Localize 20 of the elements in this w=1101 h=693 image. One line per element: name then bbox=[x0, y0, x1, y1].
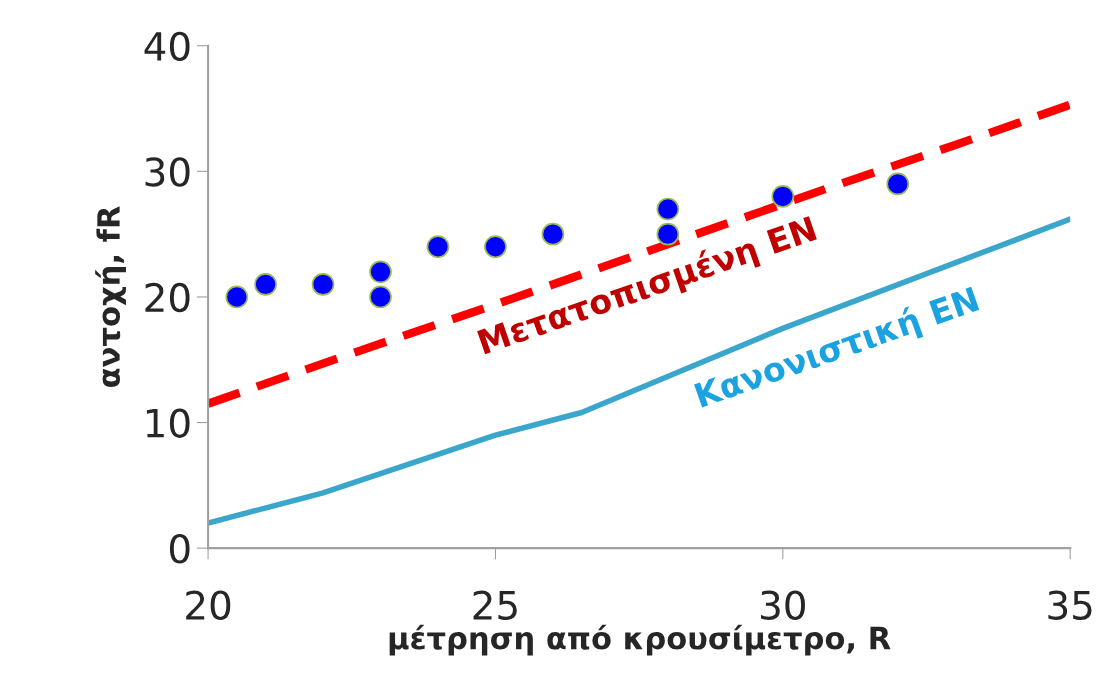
point bbox=[771, 185, 795, 208]
y-tick-label: 20 bbox=[145, 282, 190, 313]
y-tick-label: 10 bbox=[146, 408, 190, 438]
point bbox=[426, 235, 450, 259]
point bbox=[886, 172, 910, 196]
x-tick-label: 35 bbox=[1048, 590, 1092, 620]
point bbox=[311, 273, 335, 296]
y-tick-label: 0 bbox=[169, 534, 190, 564]
point bbox=[254, 273, 277, 296]
point bbox=[225, 285, 249, 309]
x-tick-label: 25 bbox=[473, 590, 517, 620]
x-axis-title: μέτρηση από κρουσίμετρο, R bbox=[389, 624, 891, 656]
y-axis-title: αντοχή, fR bbox=[95, 206, 126, 387]
x-tick-label: 30 bbox=[761, 590, 805, 620]
point bbox=[656, 197, 680, 221]
point bbox=[369, 260, 392, 284]
y-tick-label: 30 bbox=[145, 157, 190, 187]
x-tick-label: 20 bbox=[186, 590, 231, 620]
y-tick-label: 40 bbox=[144, 31, 190, 62]
point bbox=[369, 285, 392, 309]
